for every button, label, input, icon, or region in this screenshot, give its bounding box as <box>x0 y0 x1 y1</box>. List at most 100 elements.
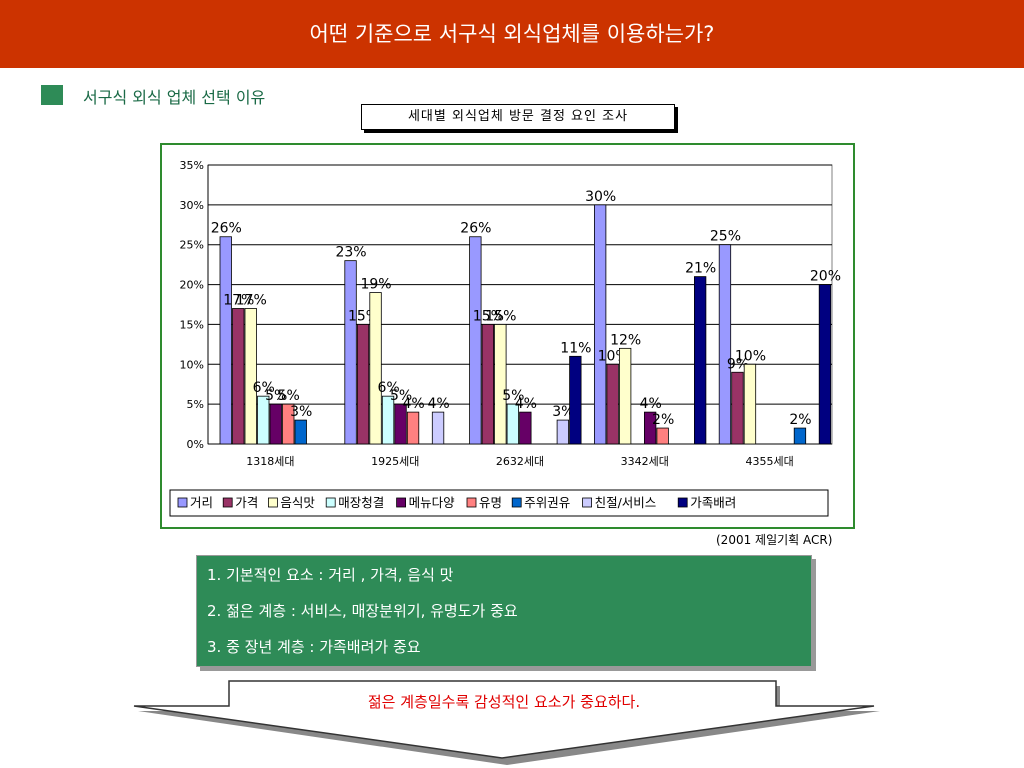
legend-label: 메뉴다양 <box>409 495 456 510</box>
x-tick-label: 1318세대 <box>246 455 294 468</box>
summary-line-3: 3. 중 장년 계층 : 가족배려가 중요 <box>207 638 421 656</box>
x-tick-label: 4355세대 <box>745 455 793 468</box>
bar <box>793 427 807 445</box>
data-label: 30% <box>585 189 616 205</box>
legend-swatch <box>466 497 477 508</box>
bar <box>818 284 832 445</box>
bar <box>694 276 707 445</box>
bar <box>406 411 420 445</box>
data-label: 5% <box>265 388 287 404</box>
data-label: 2% <box>652 412 674 428</box>
data-label: 2% <box>789 412 811 428</box>
legend-label: 유명 <box>479 495 502 510</box>
y-tick-label: 35% <box>180 159 204 172</box>
data-label: 4% <box>640 396 662 412</box>
bar <box>718 244 732 445</box>
legend-label: 가족배려 <box>690 495 736 510</box>
summary-line-2: 2. 젊은 계층 : 서비스, 매장분위기, 유명도가 중요 <box>207 602 518 620</box>
y-tick-label: 0% <box>187 438 204 451</box>
legend-label: 친절/서비스 <box>595 495 657 510</box>
bar <box>244 308 257 445</box>
x-tick-label: 2632세대 <box>496 455 544 468</box>
data-label: 21% <box>685 261 716 277</box>
data-label: 6% <box>377 380 399 396</box>
bar <box>282 403 295 445</box>
data-label: 10% <box>735 348 766 364</box>
y-tick-label: 30% <box>180 199 204 212</box>
bar <box>606 363 619 445</box>
legend-swatch <box>325 497 336 508</box>
legend-swatch <box>177 497 188 508</box>
chart-frame: 0% 5% 10% 15% 20% 25% 30% 35% 1318세대 26% 17% 17% 6% 5… <box>160 143 855 529</box>
bar <box>569 355 582 445</box>
bar <box>556 419 570 445</box>
legend-swatch <box>268 497 278 508</box>
legend-swatch <box>582 497 593 508</box>
legend-label: 거리 <box>190 495 213 510</box>
bar <box>356 324 370 445</box>
bullet-square-icon <box>41 85 63 105</box>
data-label: 26% <box>460 221 491 237</box>
data-label: 5% <box>502 388 524 404</box>
summary-line-1: 1. 기본적인 요소 : 거리 , 가격, 음식 맛 <box>207 566 454 584</box>
bar <box>481 324 495 445</box>
data-label: 4% <box>515 396 537 412</box>
bar-chart: 0%5%10%15%20%25%30%35%1318세대26%17%17%6%5… <box>169 159 841 517</box>
conclusion-text: 젊은 계층일수록 감성적인 요소가 중요하다. <box>367 693 641 711</box>
data-label: 5% <box>390 388 412 404</box>
legend-label: 매장청결 <box>338 495 384 510</box>
bar <box>469 236 482 445</box>
data-label: 17% <box>236 292 267 308</box>
bar <box>232 308 245 445</box>
data-label: 17% <box>223 292 254 308</box>
page-title: 어떤 기준으로 서구식 외식업체를 이용하는가? <box>309 22 715 46</box>
bar <box>656 427 669 445</box>
data-label: 11% <box>560 340 591 356</box>
source-note: (2001 제일기획 ACR) <box>716 533 833 547</box>
data-label: 25% <box>710 229 741 245</box>
x-tick-label: 3342세대 <box>621 455 669 468</box>
data-label: 12% <box>610 332 641 348</box>
bar <box>519 411 532 445</box>
bar <box>394 403 407 445</box>
data-label: 9% <box>727 356 749 372</box>
data-label: 15% <box>485 308 516 324</box>
bar <box>731 371 744 445</box>
bar <box>643 411 657 445</box>
data-label: 4% <box>427 396 449 412</box>
chart-caption: 세대별 외식업체 방문 결정 요인 조사 <box>361 104 675 130</box>
y-tick-label: 20% <box>180 279 204 292</box>
data-label: 26% <box>211 221 242 237</box>
bar <box>344 260 357 445</box>
bar <box>257 395 270 445</box>
data-label: 20% <box>810 269 841 285</box>
bar <box>219 236 232 445</box>
legend-swatch <box>677 497 688 508</box>
legend-swatch <box>511 497 522 508</box>
summary-box: 1. 기본적인 요소 : 거리 , 가격, 음식 맛 2. 젊은 계층 : 서비… <box>196 555 812 667</box>
legend-label: 음식맛 <box>280 495 315 510</box>
legend-label: 가격 <box>235 495 258 510</box>
data-label: 3% <box>290 404 312 420</box>
bar <box>369 292 382 445</box>
data-label: 6% <box>253 380 275 396</box>
data-label: 3% <box>552 404 574 420</box>
legend-swatch <box>222 497 233 508</box>
y-tick-label: 10% <box>180 358 204 371</box>
data-label: 5% <box>278 388 300 404</box>
bar <box>506 403 520 445</box>
y-tick-label: 5% <box>187 398 204 411</box>
bar <box>381 395 395 445</box>
data-label: 19% <box>360 277 391 293</box>
x-tick-label: 1925세대 <box>371 455 419 468</box>
bar <box>269 403 282 445</box>
bar <box>294 419 307 445</box>
legend-swatch <box>396 497 407 508</box>
bar <box>593 204 607 445</box>
data-label: 23% <box>335 245 366 261</box>
data-label: 4% <box>402 396 424 412</box>
section-label: 서구식 외식 업체 선택 이유 <box>83 88 266 107</box>
y-tick-label: 25% <box>180 239 204 252</box>
legend-box <box>169 489 829 517</box>
